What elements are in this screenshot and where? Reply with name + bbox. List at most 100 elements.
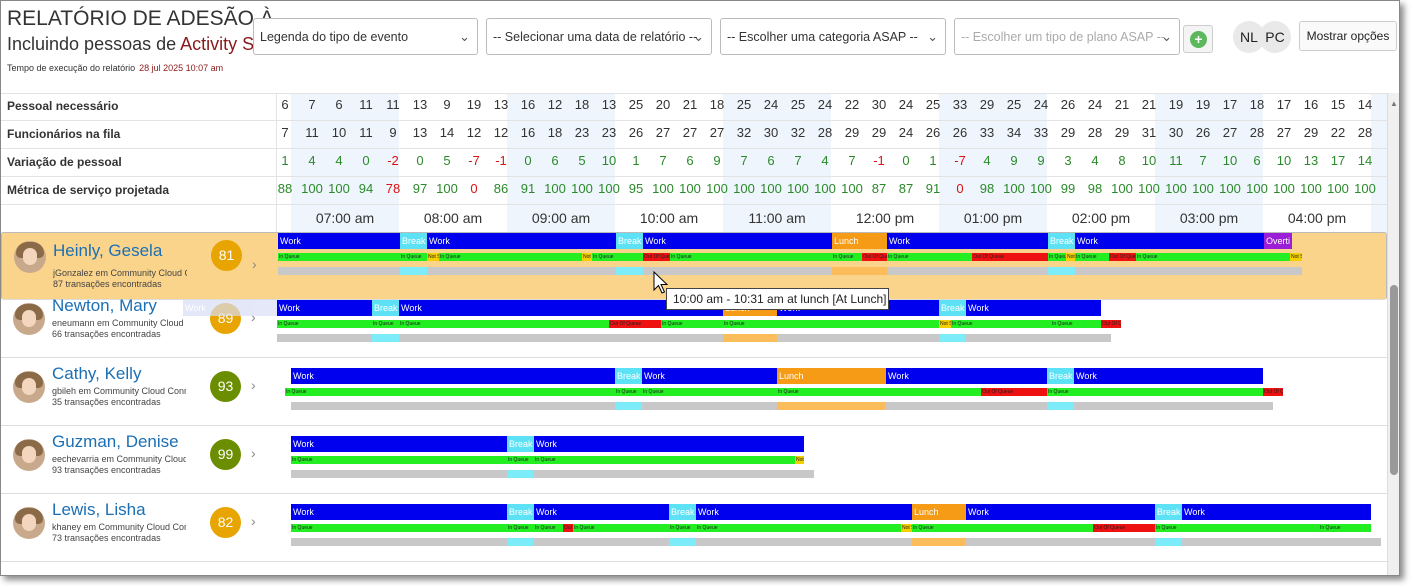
queue-segment[interactable]: Out Of Queue — [563, 524, 573, 532]
chevron-right-icon[interactable]: › — [251, 377, 256, 393]
queue-segment[interactable]: Not Sche — [1066, 253, 1075, 261]
asap-plan-type-select[interactable]: -- Escolher um tipo de plano ASAP -- ⌄ — [954, 18, 1180, 55]
break-segment[interactable]: Break — [615, 368, 642, 384]
overtime-segment[interactable]: Overti — [1264, 233, 1292, 249]
break-segment[interactable]: Break — [939, 300, 966, 316]
break-segment[interactable]: Break — [372, 300, 399, 316]
break-segment[interactable]: Break — [400, 233, 427, 249]
break-segment[interactable]: Break — [1047, 368, 1074, 384]
chevron-right-icon[interactable]: › — [251, 513, 256, 529]
break-segment[interactable]: Break — [1155, 504, 1182, 520]
queue-segment[interactable]: In Queue — [534, 456, 795, 464]
person-row[interactable]: Guzman, Denise eechevarria em Community C… — [1, 426, 1387, 494]
work-segment[interactable]: Work — [277, 300, 372, 316]
lunch-segment[interactable]: Lunch — [912, 504, 966, 520]
queue-segment[interactable]: In Queue — [291, 456, 507, 464]
queue-segment[interactable]: Out Of Queue — [1093, 524, 1155, 532]
queue-segment[interactable]: In Queue — [1075, 253, 1109, 261]
work-segment[interactable]: Work — [1182, 504, 1371, 520]
queue-segment[interactable]: In Queue — [400, 253, 427, 261]
queue-segment[interactable]: Out Of Queue — [981, 388, 1047, 396]
queue-segment[interactable]: In Queue — [832, 253, 862, 261]
chevron-right-icon[interactable]: › — [252, 256, 257, 272]
queue-segment[interactable]: In Queue — [661, 320, 723, 328]
queue-segment[interactable]: In Queue — [1136, 253, 1290, 261]
queue-segment[interactable]: In Queue — [951, 320, 1051, 328]
queue-segment[interactable]: In Queue — [592, 253, 643, 261]
queue-segment[interactable]: Not Sche — [1290, 253, 1302, 261]
queue-segment[interactable]: In Queue — [285, 388, 615, 396]
show-options-button[interactable]: Mostrar opções — [1299, 21, 1397, 51]
queue-segment[interactable]: Out Of Queue — [1263, 388, 1283, 396]
work-segment[interactable]: Work — [886, 368, 1047, 384]
queue-segment[interactable]: Not Sche — [795, 456, 804, 464]
queue-segment[interactable]: Out Of Queue — [862, 253, 887, 261]
queue-segment[interactable]: In Queue — [670, 253, 832, 261]
queue-segment[interactable]: In Queue — [615, 388, 642, 396]
queue-segment[interactable]: In Queue — [439, 253, 582, 261]
work-segment[interactable]: Work — [534, 436, 804, 452]
work-segment[interactable]: Work — [278, 233, 400, 249]
queue-segment[interactable]: Not Sche — [939, 320, 951, 328]
work-segment[interactable]: Work — [696, 504, 912, 520]
break-segment[interactable]: Break — [507, 436, 534, 452]
break-segment[interactable]: Break — [616, 233, 643, 249]
work-segment[interactable]: Work — [642, 368, 777, 384]
queue-segment[interactable]: In Queue — [399, 320, 609, 328]
person-name[interactable]: Guzman, Denise — [52, 432, 179, 451]
work-segment[interactable]: Work — [966, 504, 1155, 520]
queue-segment[interactable]: In Queue — [642, 388, 777, 396]
event-legend-select[interactable]: Legenda do tipo de evento ⌄ — [253, 18, 478, 55]
queue-segment[interactable]: In Queue — [723, 320, 939, 328]
queue-segment[interactable]: In Queue — [534, 524, 563, 532]
asap-category-select[interactable]: -- Escolher uma categoria ASAP -- ⌄ — [720, 18, 946, 55]
queue-segment[interactable]: In Queue — [696, 524, 901, 532]
scroll-up-icon[interactable]: ▲ — [1390, 99, 1398, 108]
pc-button[interactable]: PC — [1259, 21, 1291, 53]
queue-segment[interactable]: Out Of Queue — [643, 253, 670, 261]
queue-segment[interactable]: In Queue — [291, 524, 507, 532]
lunch-segment[interactable]: Lunch — [777, 368, 886, 384]
queue-segment[interactable]: Out Of Queue — [1101, 320, 1121, 328]
work-segment[interactable]: Work — [291, 504, 507, 520]
queue-segment[interactable]: In Queue — [1319, 524, 1371, 532]
chevron-right-icon[interactable]: › — [251, 445, 256, 461]
chevron-right-icon[interactable]: › — [251, 309, 256, 325]
person-name[interactable]: Lewis, Lisha — [52, 500, 146, 519]
queue-segment[interactable]: In Queue — [777, 388, 981, 396]
queue-segment[interactable]: In Queue — [669, 524, 696, 532]
work-segment[interactable]: Work — [399, 300, 723, 316]
break-segment[interactable]: Break — [507, 504, 534, 520]
person-row[interactable]: Lewis, Lisha khaney em Community Cloud Co… — [1, 494, 1387, 562]
work-segment[interactable]: Work — [887, 233, 1048, 249]
person-name[interactable]: Heinly, Gesela — [53, 241, 163, 260]
queue-segment[interactable]: Not Sche — [582, 253, 592, 261]
person-name[interactable]: Cathy, Kelly — [52, 364, 142, 383]
queue-segment[interactable]: Out Of Queue — [1109, 253, 1136, 261]
work-segment[interactable]: Work — [966, 300, 1101, 316]
work-segment[interactable]: Work — [1074, 368, 1263, 384]
queue-segment[interactable]: In Queue — [507, 456, 534, 464]
break-segment[interactable]: Break — [1048, 233, 1075, 249]
queue-segment[interactable]: Out Of Queue — [609, 320, 661, 328]
queue-segment[interactable]: In Queue — [507, 524, 534, 532]
queue-segment[interactable]: In Queue — [277, 320, 372, 328]
report-date-select[interactable]: -- Selecionar uma data de relatório -- ⌄ — [486, 18, 712, 55]
queue-segment[interactable]: Not Sche — [901, 524, 912, 532]
queue-segment[interactable]: In Queue — [573, 524, 669, 532]
break-segment[interactable]: Break — [669, 504, 696, 520]
queue-segment[interactable]: Out Of Queue — [972, 253, 1048, 261]
scrollbar-thumb[interactable] — [1390, 285, 1398, 475]
queue-segment[interactable]: In Queue — [1047, 388, 1263, 396]
queue-segment[interactable]: In Queue — [1051, 320, 1101, 328]
queue-segment[interactable]: Not Sche — [427, 253, 439, 261]
queue-segment[interactable]: In Queue — [278, 253, 400, 261]
queue-segment[interactable]: In Queue — [1048, 253, 1066, 261]
work-segment[interactable]: Work — [643, 233, 832, 249]
work-segment[interactable]: Work — [427, 233, 616, 249]
queue-segment[interactable]: In Queue — [372, 320, 399, 328]
vertical-scrollbar[interactable]: ▲ — [1387, 93, 1399, 575]
add-button[interactable]: + — [1183, 25, 1213, 53]
work-segment[interactable]: Work — [291, 436, 507, 452]
work-segment[interactable]: Work — [1075, 233, 1264, 249]
